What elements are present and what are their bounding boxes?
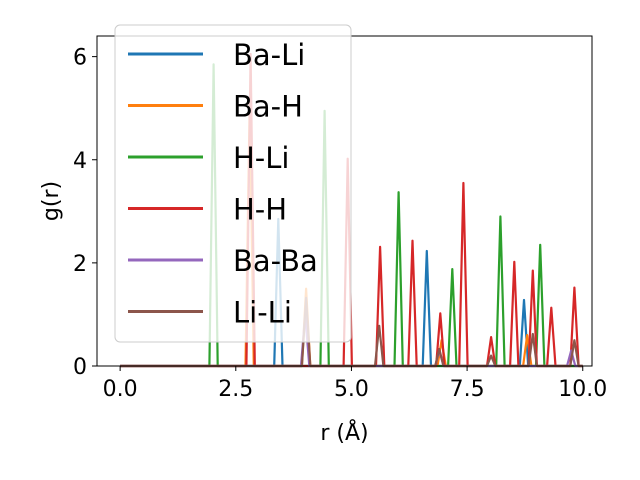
y-tick-label: 0 — [73, 355, 87, 380]
x-tick-label: 5.0 — [334, 377, 369, 402]
y-axis: 0 2 4 6 — [73, 46, 97, 380]
x-axis-label: r (Å) — [320, 419, 368, 446]
legend-entry: Ba-Li — [233, 38, 305, 72]
legend-entry: H-Li — [233, 141, 290, 175]
legend-box — [114, 24, 352, 343]
y-tick-label: 2 — [73, 252, 87, 277]
x-tick-label: 2.5 — [218, 377, 253, 402]
x-tick-label: 10.0 — [558, 377, 607, 402]
legend-entry: Ba-Ba — [233, 244, 318, 278]
y-tick-label: 4 — [73, 149, 87, 174]
legend-entry: Ba-H — [233, 90, 303, 124]
y-tick-label: 6 — [73, 46, 87, 71]
y-axis-label: g(r) — [39, 181, 64, 221]
x-axis: 0.0 2.5 5.0 7.5 10.0 — [103, 366, 607, 402]
legend-entry: H-H — [233, 193, 287, 227]
x-tick-label: 7.5 — [450, 377, 485, 402]
x-tick-label: 0.0 — [103, 377, 138, 402]
legend: Ba-Li Ba-H H-Li H-H Ba-Ba Li-Li — [114, 24, 352, 343]
legend-entry: Li-Li — [233, 296, 292, 330]
